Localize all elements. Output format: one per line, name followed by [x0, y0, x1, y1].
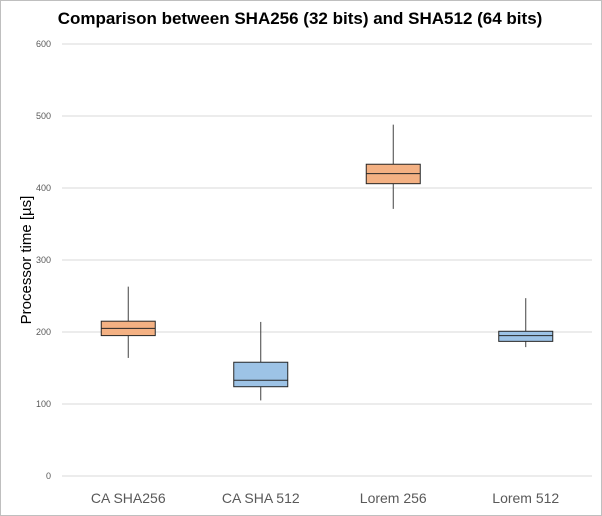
- box-body: [498, 330, 554, 342]
- y-tick-label: 200: [36, 327, 51, 337]
- y-tick-label: 100: [36, 399, 51, 409]
- x-category-label: Lorem 512: [492, 490, 559, 506]
- chart-title: Comparison between SHA256 (32 bits) and …: [57, 9, 543, 28]
- y-axis-label: Processor time [µs]: [18, 196, 35, 325]
- box-3: [365, 124, 421, 209]
- y-tick-label: 400: [36, 183, 51, 193]
- y-tick-label: 500: [36, 111, 51, 121]
- y-tick-label: 300: [36, 255, 51, 265]
- x-category-label: CA SHA 512: [222, 490, 300, 506]
- box-2: [233, 321, 289, 401]
- box-body: [233, 361, 289, 388]
- y-tick-label: 0: [46, 471, 51, 481]
- box-4: [498, 298, 554, 348]
- x-category-label: Lorem 256: [360, 490, 427, 506]
- box-1: [100, 286, 156, 358]
- x-category-label: CA SHA256: [91, 490, 166, 506]
- y-tick-label: 600: [36, 39, 51, 49]
